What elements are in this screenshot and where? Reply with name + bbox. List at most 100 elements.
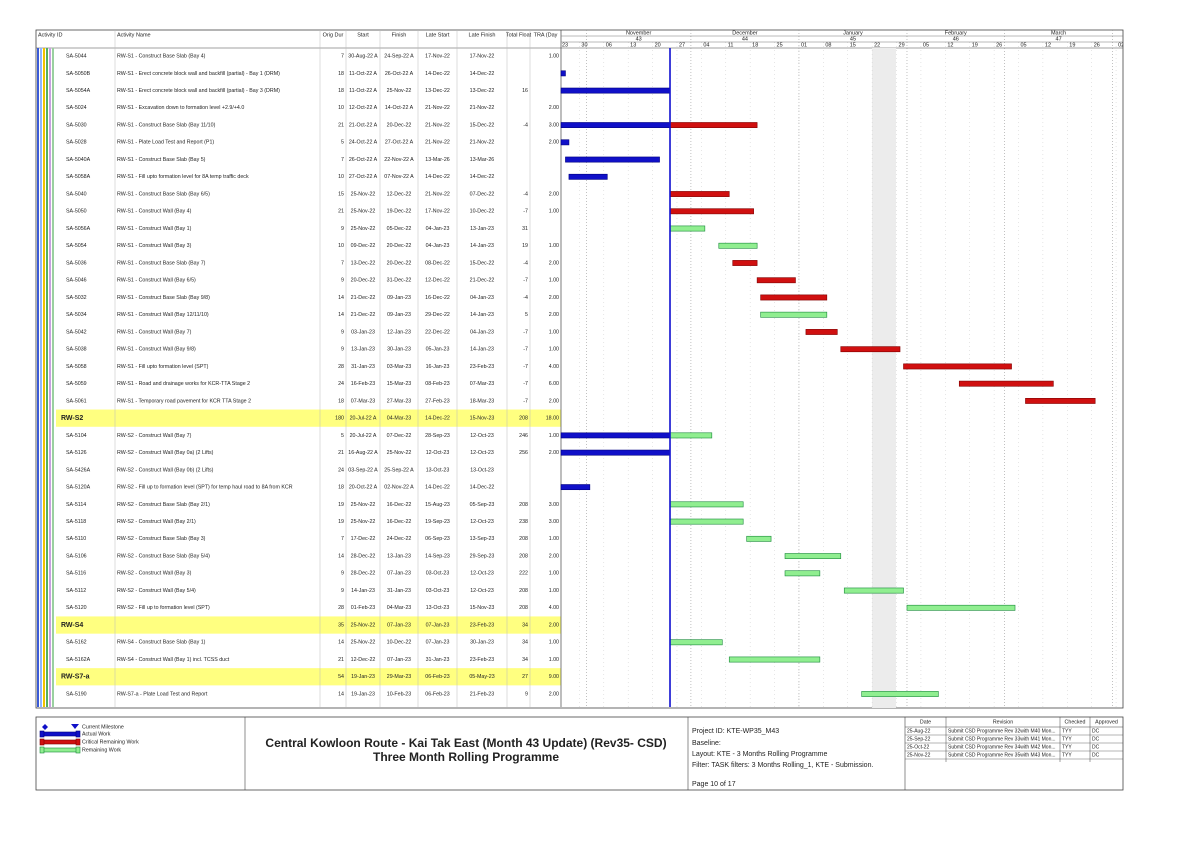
cell-name: RW-S1 - Construct Wall (Bay 1) [117, 226, 192, 232]
activity-id: SA-5038 [66, 347, 87, 353]
cell-dur: 18 [338, 71, 344, 77]
legend-glyph [41, 747, 79, 753]
cell-name: RW-S1 - Fill upto formation level for 8A… [117, 174, 249, 180]
footer-frame [35, 716, 1124, 791]
cell-dur: 14 [338, 640, 344, 646]
cell-tra: 1.00 [549, 640, 559, 646]
remaining-bar [906, 604, 1016, 611]
cell-late-finish: 04-Jan-23 [470, 329, 494, 335]
cell-name: RW-S1 - Erect concrete block wall and ba… [117, 88, 280, 94]
actual-bar [560, 70, 566, 77]
week-label: 29 [899, 42, 905, 48]
cell-late-finish: 05-May-23 [469, 674, 494, 680]
cell-name: RW-S2 - Construct Wall (Bay 7) [117, 433, 192, 439]
cell-tra: 2.00 [549, 450, 559, 456]
week-label: 08 [825, 42, 831, 48]
cell-finish: 09-Jan-23 [387, 295, 411, 301]
activity-id: RW-S2 [61, 415, 83, 422]
revision-header: Approved [1095, 719, 1118, 725]
cell-name: RW-S2 - Construct Base Slab (Bay 3) [117, 536, 206, 542]
cell-finish: 09-Jan-23 [387, 312, 411, 318]
cell-start: 24-Oct-22 A [349, 140, 378, 146]
project-info: Filter: TASK filters: 3 Months Rolling_1… [692, 762, 873, 769]
cell-dur: 35 [338, 622, 344, 628]
cell-start: 19-Jan-23 [351, 674, 375, 680]
month-label: April [1159, 30, 1170, 36]
activity-id: SA-5034 [66, 312, 87, 318]
actual-bar [560, 87, 671, 94]
cell-late-finish: 13-Dec-22 [470, 88, 495, 94]
project-info: Baseline: [692, 740, 721, 747]
cell-start: 09-Dec-22 [351, 243, 376, 249]
cell-late-finish: 17-Nov-22 [470, 54, 495, 60]
cell-finish: 20-Dec-22 [387, 243, 412, 249]
cell-late-start: 14-Sep-23 [425, 553, 450, 559]
cell-start: 03-Jan-23 [351, 329, 375, 335]
cell-name: RW-S7-a - Plate Load Test and Report [117, 691, 208, 697]
cell-float: -7 [523, 364, 528, 370]
week-label: 19 [1069, 42, 1075, 48]
actual-bar [560, 122, 671, 128]
activity-id: SA-5036 [66, 260, 87, 266]
cell-dur: 54 [338, 674, 344, 680]
cell-tra: 1.00 [549, 433, 559, 439]
cell-start: 21-Oct-22 A [349, 122, 378, 128]
cell-late-start: 14-Dec-22 [425, 174, 450, 180]
activity-id: SA-5061 [66, 398, 87, 404]
cell-late-start: 07-Jan-23 [426, 640, 450, 646]
cell-name: RW-S1 - Plate Load Test and Report (P1) [117, 140, 214, 146]
cell-late-finish: 12-Oct-23 [470, 588, 494, 594]
cell-float: -7 [523, 381, 528, 387]
cell-late-finish: 14-Dec-22 [470, 174, 495, 180]
cell-float: -7 [523, 278, 528, 284]
critical-remaining-bar [840, 346, 901, 353]
cell-finish: 30-Jan-23 [387, 347, 411, 353]
cell-name: RW-S4 - Construct Base Slab (Bay 1) [117, 640, 206, 646]
cell-dur: 7 [341, 157, 344, 163]
cell-late-finish: 14-Jan-23 [470, 347, 494, 353]
cell-tra: 1.00 [549, 209, 559, 215]
cell-late-finish: 14-Jan-23 [470, 243, 494, 249]
cell-start: 27-Oct-22 A [349, 174, 378, 180]
cell-name: RW-S1 - Construct Base Slab (Bay 7) [117, 260, 206, 266]
cell-late-start: 31-Jan-23 [426, 657, 450, 663]
cell-finish: 07-Jan-23 [387, 571, 411, 577]
cell-float: -7 [523, 209, 528, 215]
cell-name: RW-S1 - Road and drainage works for KCR-… [117, 381, 250, 387]
critical-remaining-bar [732, 260, 758, 266]
cell-name: RW-S1 - Construct Wall (Bay 6/5) [117, 278, 196, 284]
cell-name: RW-S1 - Construct Base Slab (Bay 11/10) [117, 122, 216, 128]
cell-finish: 25-Nov-22 [387, 450, 412, 456]
cell-name: RW-S2 - Construct Base Slab (Bay 5/4) [117, 553, 210, 559]
cell-tra: 1.00 [549, 571, 559, 577]
activity-id: RW-S4 [61, 622, 83, 629]
cell-finish: 25-Sep-22 A [384, 467, 414, 473]
cell-finish: 07-Jan-23 [387, 657, 411, 663]
legend-glyph [75, 746, 81, 754]
cell-late-start: 17-Nov-22 [425, 209, 450, 215]
remaining-bar [784, 553, 842, 559]
cell-finish: 20-Dec-22 [387, 260, 412, 266]
cell-float: 9 [525, 691, 528, 697]
cell-finish: 24-Dec-22 [387, 536, 412, 542]
activity-id: SA-5050B [66, 71, 91, 77]
cell-start: 30-Aug-22 A [348, 54, 378, 60]
cell-late-start: 08-Feb-23 [425, 381, 449, 387]
cell-name: RW-S2 - Construct Wall (Bay 3) [117, 571, 192, 577]
activity-id: SA-5116 [66, 571, 86, 577]
cell-late-start: 13-Oct-23 [426, 605, 450, 611]
cell-float: 208 [519, 588, 528, 594]
summary-band [56, 616, 561, 634]
summary-band [56, 668, 561, 686]
cell-start: 21-Dec-22 [351, 295, 376, 301]
cell-late-start: 13-Mar-26 [425, 157, 449, 163]
cell-late-start: 17-Nov-22 [425, 54, 450, 60]
column-header: Late Finish [469, 32, 496, 38]
cell-start: 01-Feb-23 [351, 605, 375, 611]
cell-name: RW-S1 - Construct Base Slab (Bay 9/8) [117, 295, 210, 301]
legend-glyph [39, 730, 45, 738]
activity-id: SA-5426A [66, 467, 91, 473]
cell-late-start: 21-Nov-22 [425, 191, 450, 197]
cell-finish: 04-Mar-23 [387, 416, 411, 422]
cell-late-start: 04-Jan-23 [426, 226, 450, 232]
